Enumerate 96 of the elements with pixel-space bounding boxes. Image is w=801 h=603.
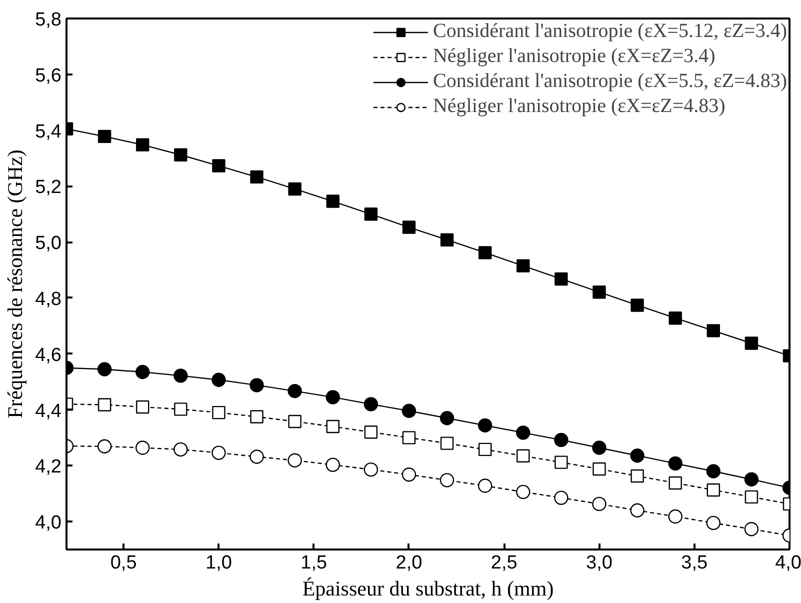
- legend-label: Considérant l'anisotropie (εX=5.12, εZ=3.4): [432, 20, 787, 43]
- point: [516, 449, 530, 462]
- y-tick-label: 5,6: [35, 65, 62, 86]
- point: [516, 484, 530, 500]
- point: [250, 450, 264, 464]
- point: [212, 446, 226, 460]
- point: [630, 448, 644, 463]
- point: [364, 426, 378, 439]
- point: [326, 420, 340, 434]
- point: [554, 432, 568, 448]
- point: [592, 496, 606, 512]
- x-tick-label: 0,5: [110, 552, 137, 574]
- y-tick-label: 4,2: [35, 456, 62, 478]
- point: [136, 440, 150, 455]
- point: [174, 442, 188, 457]
- point: [136, 138, 150, 152]
- point: [288, 182, 302, 196]
- point: [440, 233, 454, 246]
- y-tick-label: 4,4: [35, 400, 62, 422]
- point: [174, 368, 188, 383]
- point: [402, 220, 416, 234]
- y-tick-label: 4,6: [35, 344, 62, 366]
- point: [744, 472, 759, 486]
- point: [668, 509, 682, 524]
- x-tick-label: 2,5: [490, 552, 518, 574]
- point: [668, 311, 682, 325]
- point: [174, 402, 188, 416]
- point: [402, 468, 416, 482]
- point: [402, 404, 416, 418]
- point: [554, 272, 568, 286]
- point: [478, 418, 492, 432]
- point: [744, 336, 758, 350]
- y-tick-label: 4,0: [35, 512, 62, 534]
- point: [250, 410, 264, 424]
- x-tick-label: 1,0: [206, 552, 232, 574]
- point: [706, 464, 720, 478]
- point: [212, 372, 226, 387]
- x-tick-label: 3,5: [681, 552, 708, 574]
- point: [136, 400, 150, 414]
- point: [706, 516, 720, 530]
- point: [402, 431, 416, 444]
- point: [516, 259, 530, 272]
- point: [98, 398, 112, 412]
- x-tick-label: 2,0: [396, 552, 422, 574]
- point: [97, 439, 112, 454]
- point: [288, 414, 302, 428]
- point: [554, 490, 568, 505]
- point: [668, 456, 682, 471]
- x-tick-label: 1,5: [300, 552, 328, 574]
- point: [744, 522, 759, 536]
- point: [136, 364, 150, 380]
- point: [440, 473, 454, 488]
- point: [668, 476, 682, 490]
- y-tick-label: 5,0: [35, 233, 62, 254]
- point: [440, 411, 454, 426]
- point: [326, 458, 340, 472]
- point: [630, 503, 644, 518]
- legend-label: Négliger l'anisotropie (εX=εZ=3.4): [432, 45, 716, 68]
- y-tick-label: 5,8: [35, 10, 62, 30]
- point: [212, 159, 226, 172]
- point: [288, 384, 302, 398]
- y-tick-label: 5,2: [35, 177, 62, 198]
- x-tick-label: 4,0: [775, 552, 801, 574]
- point: [592, 286, 606, 299]
- point: [630, 298, 644, 312]
- point: [364, 462, 378, 477]
- y-tick-label: 4,8: [35, 288, 62, 310]
- point: [288, 453, 302, 468]
- point: [478, 442, 492, 456]
- point: [706, 324, 720, 338]
- point: [250, 378, 264, 392]
- point: [98, 130, 112, 144]
- point: [592, 440, 606, 455]
- legend-label: Négliger l'anisotropie (εX=εZ=4.83): [432, 95, 726, 118]
- point: [364, 208, 378, 221]
- point: [440, 436, 454, 450]
- point: [174, 148, 188, 162]
- y-tick-label: 5,4: [35, 121, 62, 142]
- point: [630, 469, 644, 483]
- point: [97, 362, 112, 376]
- x-axis-title: Épaisseur du substrat, h (mm): [302, 576, 554, 600]
- point: [478, 478, 492, 493]
- x-tick-label: 3,0: [586, 552, 612, 574]
- point: [478, 246, 492, 260]
- point: [326, 390, 340, 404]
- point: [706, 483, 720, 497]
- y-axis-title: Fréquences de résonance (GHz): [3, 150, 28, 418]
- point: [250, 170, 264, 184]
- point: [592, 462, 606, 476]
- point: [554, 456, 568, 469]
- point: [326, 194, 340, 208]
- point: [364, 397, 378, 412]
- point: [516, 426, 530, 440]
- point: [212, 406, 226, 420]
- point: [744, 490, 758, 504]
- legend-label: Considérant l'anisotropie (εX=5.5, εZ=4.83): [432, 70, 787, 93]
